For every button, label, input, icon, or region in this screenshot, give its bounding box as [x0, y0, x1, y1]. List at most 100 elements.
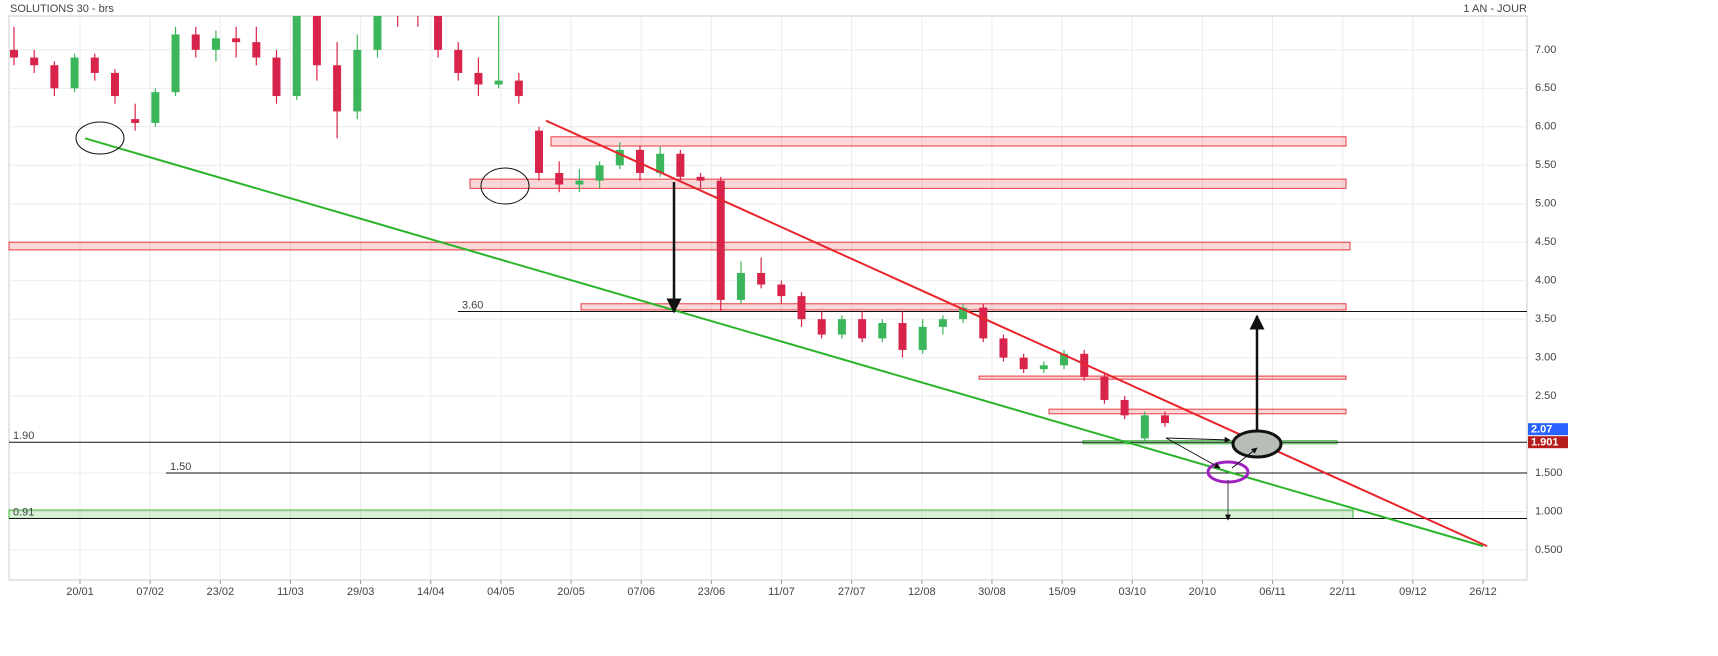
x-tick-label: 07/06	[627, 586, 655, 598]
candle-body	[777, 284, 786, 297]
x-tick-label: 23/02	[207, 586, 235, 598]
y-tick-label: 7.00	[1535, 44, 1556, 56]
candle-body	[979, 307, 988, 339]
candle-body	[494, 80, 503, 85]
candle-body	[898, 323, 907, 350]
candle-body	[312, 16, 321, 66]
candle-body	[70, 57, 79, 89]
candle-body	[696, 176, 705, 181]
x-tick-label: 03/10	[1118, 586, 1146, 598]
circle-annotation	[480, 167, 530, 205]
candle-body	[514, 80, 523, 97]
y-tick-label: 5.00	[1535, 198, 1556, 210]
x-tick-label: 27/07	[838, 586, 866, 598]
candle-body	[615, 149, 624, 166]
candle-body	[1060, 353, 1069, 366]
y-tick-label: 6.50	[1535, 82, 1556, 94]
candle-body	[394, 4, 402, 12]
y-tick-label: 2.50	[1535, 390, 1556, 402]
x-tick-label: 22/11	[1329, 586, 1356, 598]
candle-body	[959, 307, 968, 320]
candle-body	[1080, 353, 1089, 377]
candle-body	[272, 57, 281, 97]
period-label: 1 AN - JOUR	[1463, 3, 1527, 15]
candle-body	[676, 153, 685, 177]
level-label: 3.60	[462, 299, 483, 311]
candle-body	[595, 165, 604, 181]
price-tag-label: 1.901	[1531, 437, 1559, 449]
x-tick-label: 29/03	[347, 586, 375, 598]
x-tick-label: 11/07	[768, 586, 795, 598]
plot-frame	[8, 15, 1528, 581]
candle-body	[817, 319, 826, 335]
y-tick-label: 0.500	[1535, 544, 1563, 556]
x-tick-label: 14/04	[417, 586, 445, 598]
x-tick-label: 15/09	[1048, 586, 1076, 598]
candle-body	[1039, 365, 1048, 370]
candle-body	[131, 119, 140, 123]
zone	[1048, 408, 1347, 415]
candle-body	[716, 180, 725, 300]
candle-body	[30, 57, 39, 66]
candle-body	[252, 42, 261, 58]
candle-body	[1140, 415, 1149, 439]
candle-body	[535, 130, 544, 173]
chart-title: SOLUTIONS 30 - brs	[10, 3, 114, 15]
candle-body	[292, 16, 301, 97]
candle-body	[10, 49, 18, 58]
circle-annotation	[75, 121, 125, 155]
zone	[550, 136, 1347, 147]
candle-body	[171, 34, 180, 93]
arrow	[1231, 447, 1258, 469]
candle-body	[151, 92, 160, 123]
candle-body	[878, 323, 887, 339]
arrow	[1165, 437, 1221, 469]
y-tick-label: 6.00	[1535, 121, 1556, 133]
candle-body	[211, 38, 220, 50]
candle-body	[373, 16, 382, 50]
zone	[469, 178, 1347, 189]
circle-annotation	[1231, 429, 1283, 459]
candle-body	[918, 326, 927, 350]
candle-body	[474, 72, 483, 85]
candle-body	[454, 49, 463, 73]
candle-body	[635, 149, 644, 173]
arrow	[1165, 436, 1231, 443]
candle-body	[50, 65, 59, 89]
candle-body	[90, 57, 99, 73]
candle-body	[1100, 376, 1109, 400]
candle-body	[333, 65, 342, 112]
x-tick-label: 30/08	[978, 586, 1006, 598]
candle-body	[232, 38, 241, 43]
candle-body	[938, 319, 947, 327]
x-tick-label: 23/06	[698, 586, 726, 598]
candle-body	[575, 180, 584, 185]
candle-body	[555, 172, 564, 185]
level-label: 0.91	[13, 506, 34, 518]
candle-body	[414, 11, 422, 15]
candle-body	[353, 49, 362, 112]
x-tick-label: 12/08	[908, 586, 936, 598]
zone	[8, 241, 1351, 251]
candle-body	[1120, 399, 1129, 416]
price-tag-label: 2.07	[1531, 424, 1552, 436]
x-tick-label: 06/11	[1259, 586, 1286, 598]
x-tick-label: 20/05	[557, 586, 585, 598]
candle-body	[1019, 357, 1028, 370]
level-label: 1.50	[170, 461, 191, 473]
x-tick-label: 04/05	[487, 586, 515, 598]
candle-body	[434, 16, 443, 50]
candle-body	[999, 338, 1008, 358]
x-tick-label: 20/01	[66, 586, 94, 598]
y-tick-label: 1.500	[1535, 467, 1563, 479]
y-tick-label: 1.000	[1535, 505, 1563, 517]
y-tick-label: 4.50	[1535, 236, 1556, 248]
price-tag	[1528, 423, 1568, 436]
price-tag	[1528, 436, 1568, 449]
candle-body	[837, 319, 846, 335]
x-tick-label: 20/10	[1189, 586, 1217, 598]
level-label: 1.90	[13, 430, 34, 442]
candle-body	[797, 296, 806, 320]
